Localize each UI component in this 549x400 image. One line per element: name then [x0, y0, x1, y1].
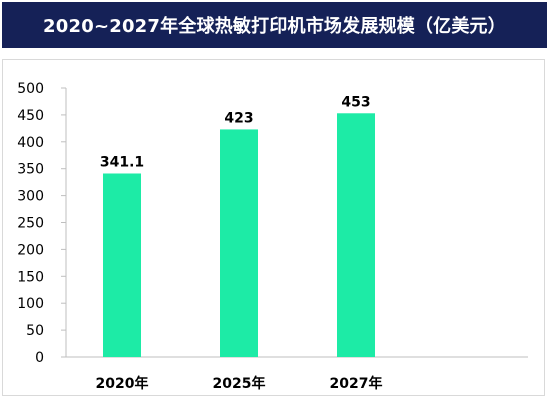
y-tick-label: 350	[17, 162, 44, 178]
y-tick-label: 500	[17, 81, 44, 97]
data-label-1: 341.1	[100, 154, 144, 170]
chart-frame	[2, 59, 545, 396]
y-tick-label: 0	[35, 350, 44, 366]
bar-1	[103, 173, 141, 357]
y-tick-label: 50	[26, 323, 44, 339]
y-tick-label: 150	[17, 269, 44, 285]
x-category-label-3: 2027年	[330, 375, 383, 392]
y-tick-label: 250	[17, 216, 44, 232]
bar-3	[337, 113, 375, 357]
y-tick-label: 450	[17, 108, 44, 124]
data-label-3: 453	[341, 94, 370, 110]
x-category-label-2: 2025年	[213, 375, 266, 392]
y-tick-label: 200	[17, 242, 44, 258]
data-label-2: 423	[224, 110, 253, 126]
y-tick-label: 400	[17, 135, 44, 151]
chart-title: 2020~2027年全球热敏打印机市场发展规模（亿美元）	[2, 2, 547, 48]
y-tick-label: 100	[17, 296, 44, 312]
y-tick-label: 300	[17, 189, 44, 205]
bar-2	[220, 129, 258, 357]
x-category-label-1: 2020年	[96, 375, 149, 392]
